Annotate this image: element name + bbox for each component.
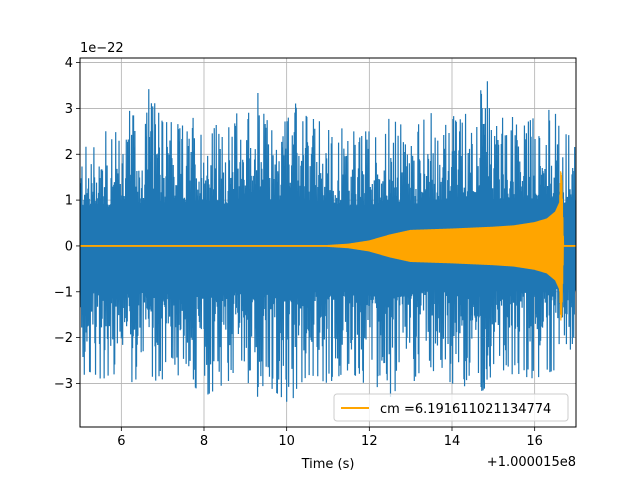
template-series-line (80, 171, 576, 321)
legend-box (333, 393, 569, 422)
x-tick-label: 6 (117, 434, 125, 449)
legend: cm =6.191611021134774 (333, 393, 569, 422)
series-layer (80, 81, 576, 402)
y-tick-label: 4 (65, 56, 73, 71)
legend-label-template: cm =6.191611021134774 (380, 402, 551, 417)
plot-frame (79, 57, 577, 428)
x-tick-label: 16 (526, 434, 543, 449)
y-tick-label: −3 (54, 377, 73, 392)
x-tick-label: 12 (361, 434, 378, 449)
x-tick-label: 8 (200, 434, 208, 449)
x-offset-label: +1.000015e8 (487, 455, 576, 470)
y-tick-label: −1 (54, 285, 73, 300)
y-tick-label: 0 (65, 239, 73, 254)
y-scale-label: 1e−22 (80, 41, 124, 56)
y-tick-label: 3 (65, 102, 73, 117)
x-axis-label: Time (s) (301, 457, 355, 472)
x-tick-label: 14 (444, 434, 461, 449)
y-tick-label: −2 (54, 331, 73, 346)
y-tick-label: 2 (65, 148, 73, 163)
y-tick-label: 1 (65, 194, 73, 209)
strain-series-line (80, 81, 576, 402)
x-tick-label: 10 (278, 434, 295, 449)
